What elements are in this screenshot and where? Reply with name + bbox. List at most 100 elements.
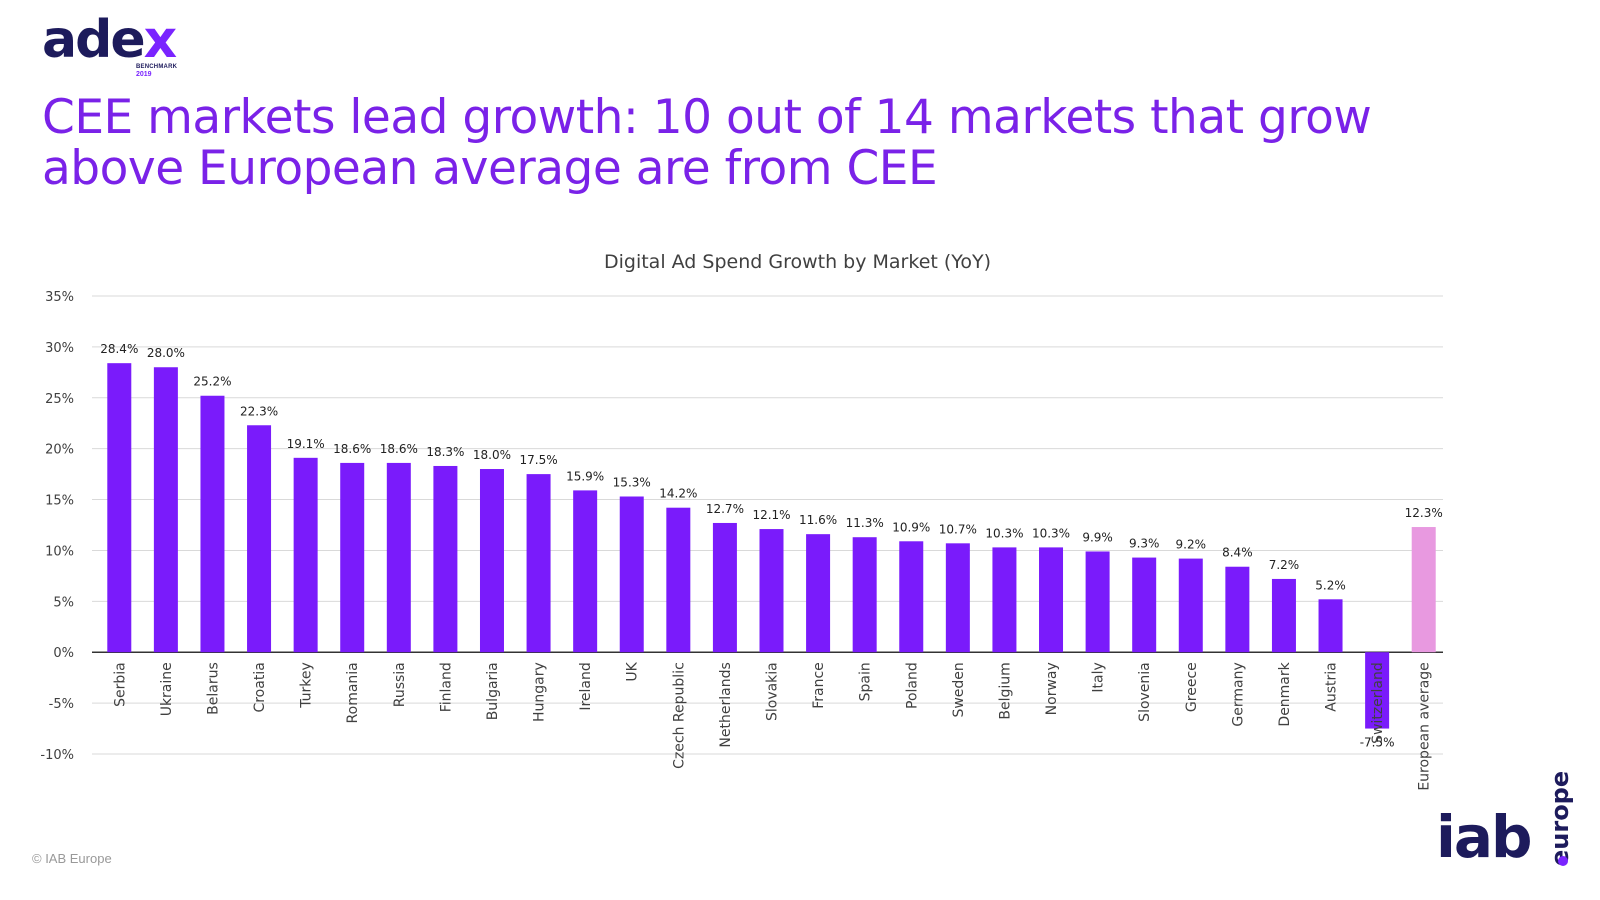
data-label: 10.9%: [892, 520, 930, 534]
data-label: 28.4%: [100, 342, 138, 356]
y-tick-label: 25%: [45, 392, 74, 407]
x-tick-label: Spain: [858, 662, 874, 701]
bar: [712, 522, 737, 653]
bar: [293, 457, 318, 653]
adex-wordmark: adex: [42, 10, 177, 70]
bar: [1085, 551, 1110, 653]
bar: [153, 367, 178, 653]
y-tick-label: 10%: [45, 544, 74, 559]
bar: [1178, 558, 1203, 653]
x-tick-label: Switzerland: [1370, 662, 1386, 744]
x-tick-label: Germany: [1230, 662, 1246, 726]
x-tick-label: Romania: [345, 662, 361, 723]
x-tick-label: Slovakia: [765, 662, 781, 721]
bar: [1318, 599, 1343, 653]
x-tick-label: Belarus: [205, 662, 221, 715]
x-tick-label: Netherlands: [718, 662, 734, 747]
copyright-text: © IAB Europe: [32, 851, 112, 866]
bar: [573, 490, 598, 653]
bar: [340, 462, 365, 653]
bar: [526, 474, 551, 653]
bar: [619, 496, 644, 653]
x-tick-label: UK: [625, 661, 641, 681]
bar: [247, 425, 272, 653]
bar: [433, 465, 458, 653]
data-label: 18.3%: [426, 445, 464, 459]
data-label: 12.7%: [706, 502, 744, 516]
data-label: 11.6%: [799, 513, 837, 527]
data-label: 17.5%: [520, 453, 558, 467]
bar: [852, 537, 877, 653]
iab-europe-label: europe: [1546, 770, 1574, 866]
x-tick-label: Ireland: [578, 662, 594, 710]
x-tick-label: Italy: [1091, 662, 1107, 692]
data-label: 8.4%: [1222, 546, 1253, 560]
bar: [899, 541, 924, 653]
data-label: 18.6%: [333, 442, 371, 456]
adex-year-label: 2019: [136, 71, 152, 78]
y-tick-label: 0%: [53, 646, 74, 661]
x-tick-label: Czech Republic: [671, 662, 687, 769]
x-tick-label: Greece: [1184, 662, 1200, 712]
data-label: 28.0%: [147, 346, 185, 360]
x-tick-label: Serbia: [112, 662, 128, 707]
x-tick-label: Hungary: [532, 662, 548, 722]
page-title: CEE markets lead growth: 10 out of 14 ma…: [42, 90, 1372, 196]
data-label: -7.5%: [1360, 736, 1395, 750]
x-tick-label: France: [811, 662, 827, 709]
x-tick-label: Finland: [438, 662, 454, 712]
data-label: 25.2%: [193, 375, 231, 389]
bar: [386, 462, 411, 653]
data-label: 11.3%: [846, 516, 884, 530]
bar: [992, 547, 1017, 653]
bar: [200, 395, 225, 653]
bar: [1132, 557, 1157, 653]
y-tick-label: 15%: [45, 494, 74, 509]
bar: [1411, 527, 1436, 653]
data-label: 12.3%: [1405, 506, 1443, 520]
bar: [479, 469, 504, 653]
bar: [1039, 547, 1064, 653]
bar: [1271, 578, 1296, 653]
x-tick-label: Slovenia: [1137, 662, 1153, 722]
iab-wordmark: iab: [1436, 803, 1533, 871]
x-tick-label: Poland: [904, 662, 920, 709]
bar: [666, 507, 691, 653]
y-tick-label: 35%: [45, 290, 74, 305]
adex-benchmark-label: BENCHMARK: [136, 64, 178, 70]
data-label: 10.3%: [985, 526, 1023, 540]
data-label: 12.1%: [752, 508, 790, 522]
data-label: 5.2%: [1315, 578, 1346, 592]
y-tick-label: 30%: [45, 341, 74, 356]
data-label: 18.6%: [380, 442, 418, 456]
data-label: 7.2%: [1269, 558, 1300, 572]
x-tick-label: European average: [1417, 662, 1433, 790]
y-tick-label: 5%: [53, 595, 74, 610]
bar: [806, 534, 831, 653]
x-tick-label: Ukraine: [159, 662, 175, 716]
x-tick-label: Croatia: [252, 662, 268, 712]
bar: [1365, 652, 1390, 729]
data-label: 19.1%: [287, 437, 325, 451]
adex-logo: adex BENCHMARK 2019: [42, 14, 192, 84]
data-label: 22.3%: [240, 404, 278, 418]
data-label: 18.0%: [473, 448, 511, 462]
data-label: 10.7%: [939, 522, 977, 536]
data-label: 9.9%: [1082, 530, 1113, 544]
x-tick-label: Turkey: [299, 662, 315, 709]
data-label: 9.2%: [1176, 538, 1207, 552]
data-label: 9.3%: [1129, 537, 1160, 551]
chart-title: Digital Ad Spend Growth by Market (YoY): [604, 251, 991, 273]
x-tick-label: Russia: [392, 662, 408, 707]
x-tick-label: Austria: [1324, 662, 1340, 711]
data-label: 10.3%: [1032, 526, 1070, 540]
bar: [759, 529, 784, 653]
x-tick-label: Norway: [1044, 662, 1060, 715]
y-tick-label: -10%: [40, 748, 74, 763]
x-tick-label: Belgium: [997, 662, 1013, 719]
y-tick-label: 20%: [45, 443, 74, 458]
data-label: 14.2%: [659, 487, 697, 501]
x-tick-label: Denmark: [1277, 661, 1293, 726]
data-label: 15.9%: [566, 469, 604, 483]
